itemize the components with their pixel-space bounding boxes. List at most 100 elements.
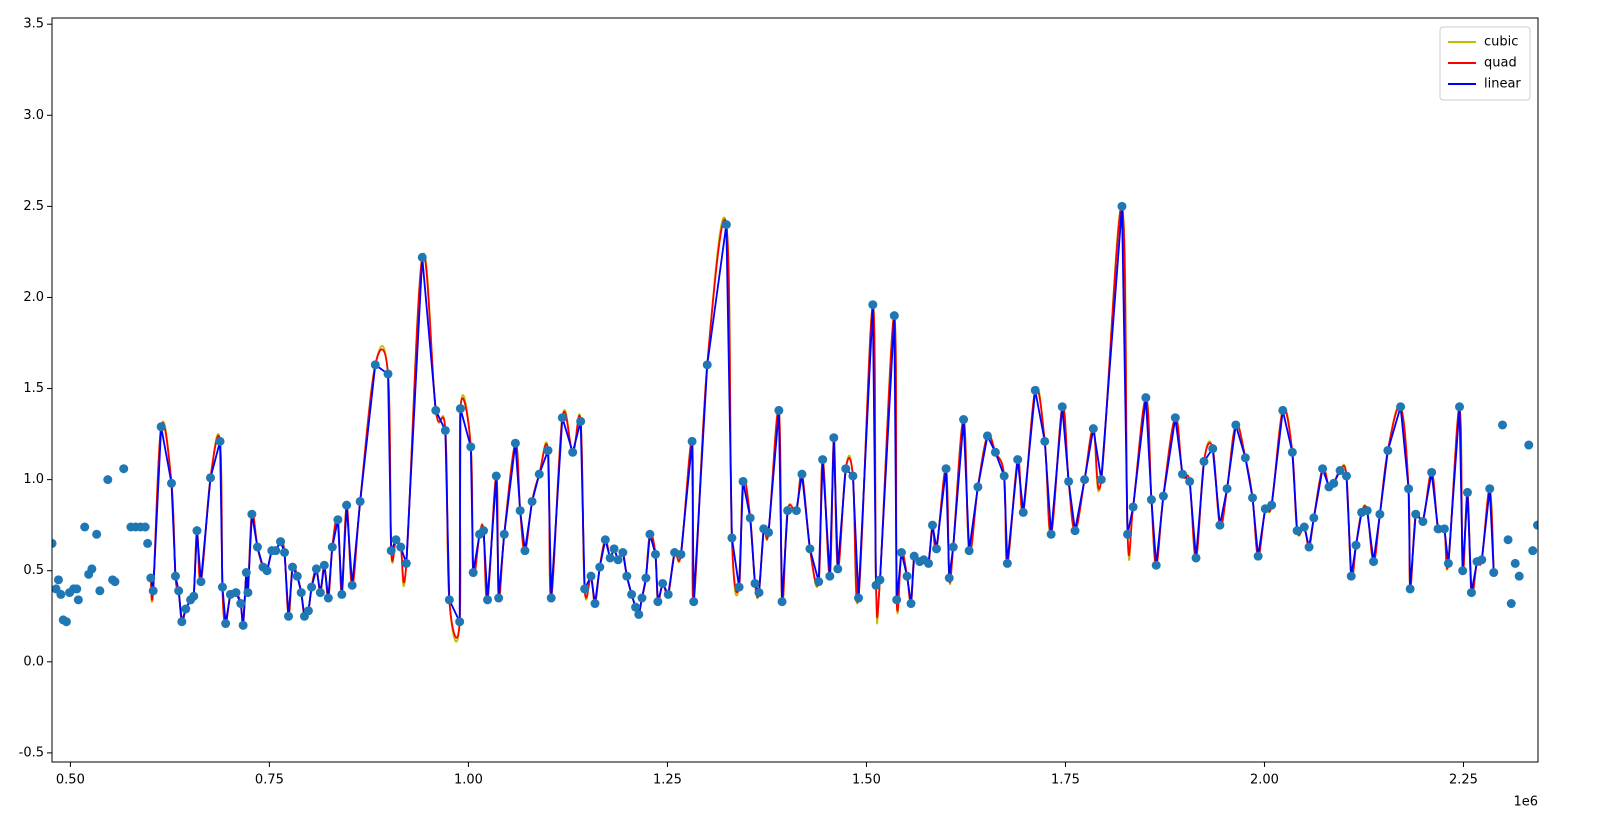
point (61, 617, 71, 627)
point (119, 464, 129, 474)
point (319, 560, 329, 570)
point (520, 546, 530, 556)
point (307, 582, 317, 592)
point (1433, 524, 1443, 534)
point (177, 617, 187, 627)
point (1396, 402, 1406, 412)
point (825, 571, 835, 581)
point (1123, 529, 1133, 539)
point (1485, 484, 1495, 494)
point (1503, 535, 1513, 545)
point (1304, 542, 1314, 552)
point (1013, 455, 1023, 465)
point (818, 455, 828, 465)
plot-frame (51, 17, 1539, 763)
point (174, 586, 184, 596)
point (1362, 506, 1372, 516)
point (627, 589, 637, 599)
point (1128, 502, 1138, 512)
y-tick-label: 3.5 (23, 17, 44, 32)
y-tick-label: 0.0 (23, 654, 44, 669)
point (906, 599, 916, 609)
point (721, 220, 731, 230)
point (1455, 402, 1465, 412)
point (72, 584, 82, 594)
point (931, 544, 941, 554)
point (1191, 553, 1201, 563)
point (140, 522, 150, 532)
point (238, 620, 248, 630)
point (170, 571, 180, 581)
point (777, 597, 787, 607)
point (284, 611, 294, 621)
point (1222, 484, 1232, 494)
point (928, 520, 938, 530)
point (431, 405, 441, 415)
point (645, 529, 655, 539)
point (337, 589, 347, 599)
point (973, 482, 983, 492)
point (702, 360, 712, 370)
point (990, 447, 1000, 457)
point (534, 469, 544, 479)
point (192, 526, 202, 536)
point (875, 575, 885, 585)
point (1253, 551, 1263, 561)
point (590, 599, 600, 609)
point (1292, 526, 1302, 536)
point (383, 369, 393, 379)
point (491, 471, 501, 481)
point (1458, 566, 1468, 576)
point (370, 360, 380, 370)
point (959, 415, 969, 425)
point (1177, 469, 1187, 479)
point (440, 425, 450, 435)
point (653, 597, 663, 607)
point (1215, 520, 1225, 530)
point (689, 597, 699, 607)
point (196, 577, 206, 587)
point (1096, 475, 1106, 485)
point (543, 445, 553, 455)
point (948, 542, 958, 552)
point (1514, 571, 1524, 581)
point (1443, 558, 1453, 568)
legend-label: cubic (1484, 35, 1518, 50)
point (181, 604, 191, 614)
point (243, 588, 253, 598)
point (1231, 420, 1241, 430)
point (1462, 487, 1472, 497)
point (53, 575, 63, 585)
point (687, 436, 697, 446)
point (292, 571, 302, 581)
y-tick-label: 2.5 (23, 199, 44, 214)
point (833, 564, 843, 574)
point (241, 568, 251, 578)
point (311, 564, 321, 574)
point (494, 593, 504, 603)
y-tick-label: 1.5 (23, 381, 44, 396)
point (1506, 599, 1516, 609)
point (466, 442, 476, 452)
point (1404, 484, 1414, 494)
point (764, 527, 774, 537)
point (455, 617, 465, 627)
point (791, 506, 801, 516)
point (1497, 420, 1507, 430)
point (1151, 560, 1161, 570)
point (1040, 436, 1050, 446)
point (1064, 476, 1074, 486)
point (527, 496, 537, 506)
point (1088, 424, 1098, 434)
point (999, 471, 1009, 481)
point (1248, 493, 1258, 503)
point (829, 433, 839, 443)
point (1278, 405, 1288, 415)
point (327, 542, 337, 552)
point (1080, 475, 1090, 485)
x-tick-label: 1.75 (1051, 773, 1080, 788)
point (1528, 546, 1538, 556)
point (631, 602, 641, 612)
